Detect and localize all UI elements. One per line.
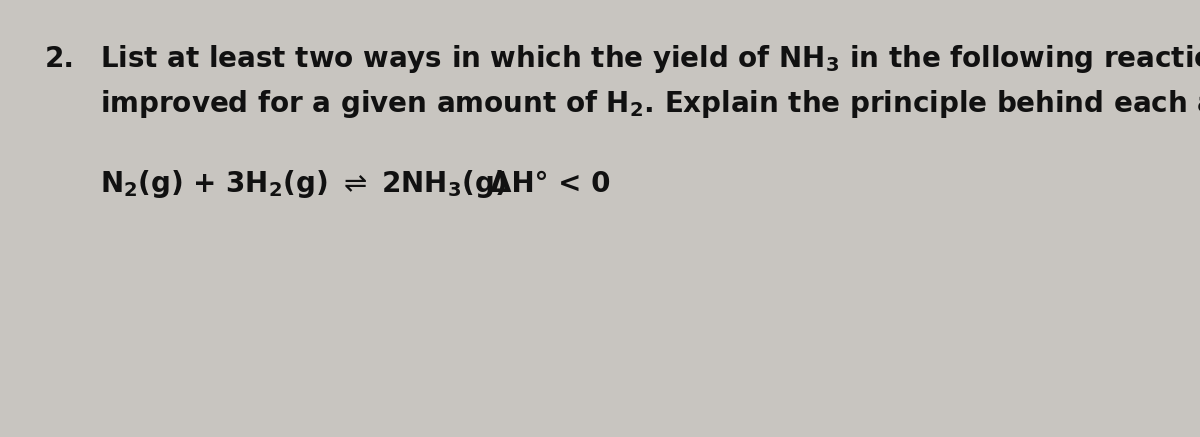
Text: $\mathregular{N_2}$(g) + 3$\mathregular{H_2}$(g) $\rightleftharpoons$ 2$\mathreg: $\mathregular{N_2}$(g) + 3$\mathregular{… [100,168,506,200]
Text: List at least two ways in which the yield of $\mathregular{NH_3}$ in the followi: List at least two ways in which the yiel… [100,43,1200,75]
Text: 2.: 2. [46,45,74,73]
Text: improved for a given amount of $\mathregular{H_2}$. Explain the principle behind: improved for a given amount of $\mathreg… [100,88,1200,120]
Text: ΔH° < 0: ΔH° < 0 [490,170,611,198]
